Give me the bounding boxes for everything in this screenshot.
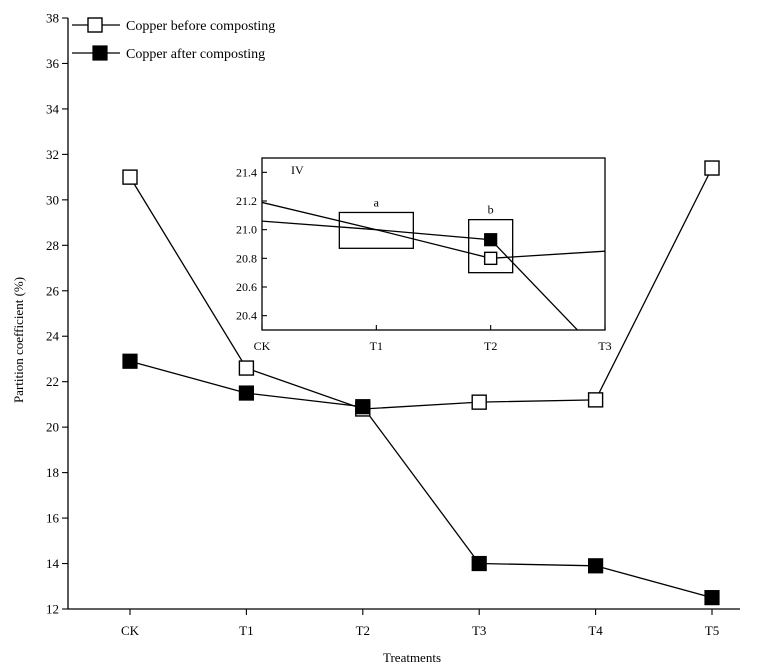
legend: Copper before composting Copper after co… <box>72 17 275 62</box>
main-axes: 12 14 16 18 20 22 24 26 28 30 32 34 36 38 CK T1 T2 T3 T4 T5 <box>46 11 740 638</box>
y-tick-label: 26 <box>46 283 60 298</box>
inset-marker-before-T2 <box>483 251 498 266</box>
inset-y-tick-label: 21.4 <box>236 165 257 179</box>
marker-after-T5 <box>704 590 720 606</box>
y-tick-label: 28 <box>46 238 59 253</box>
y-tick-label: 12 <box>46 602 59 617</box>
inset-annotation-label-a: a <box>374 195 380 209</box>
marker-before-CK <box>122 169 138 185</box>
y-tick-label: 36 <box>46 56 60 71</box>
legend-label-after: Copper after composting <box>126 47 265 62</box>
inset-series <box>262 201 605 330</box>
marker-after-CK <box>122 353 138 369</box>
y-tick-label: 22 <box>46 374 59 389</box>
x-axis-title: Treatments <box>383 650 441 665</box>
marker-before-T3 <box>471 394 487 410</box>
x-tick-label: CK <box>121 623 140 638</box>
inset-annotation-box-a <box>338 211 414 249</box>
x-tick-label: T5 <box>705 623 719 638</box>
y-tick-label: 30 <box>46 192 59 207</box>
inset-y-tick-label: 20.8 <box>236 251 257 265</box>
inset-panel-label: IV <box>291 163 304 177</box>
x-tick-label: T4 <box>588 623 603 638</box>
inset-y-tick-label: 20.4 <box>236 309 257 323</box>
inset-axes: 20.4 20.6 20.8 21.0 21.2 21.4 CK T1 T2 T3 <box>236 165 612 353</box>
marker-after-T3 <box>471 555 487 572</box>
inset-y-tick-label: 21.0 <box>236 223 257 237</box>
inset-x-tick-label: T2 <box>484 339 497 353</box>
inset-annotation-box-b <box>468 218 514 274</box>
series-line-before <box>129 167 713 410</box>
legend-marker-after <box>92 45 108 61</box>
y-tick-label: 20 <box>46 420 59 435</box>
inset-annotations: ab <box>338 195 514 274</box>
y-tick-label: 14 <box>46 556 60 571</box>
y-tick-label: 32 <box>46 147 59 162</box>
y-tick-label: 24 <box>46 329 60 344</box>
inset-series-line-after <box>262 201 579 330</box>
inset-x-tick-label: CK <box>254 339 271 353</box>
y-tick-label: 34 <box>46 101 60 116</box>
marker-before-T5 <box>704 160 720 176</box>
y-axis-title: Partition coefficient (%) <box>11 277 26 403</box>
inset-y-tick-label: 21.2 <box>236 194 257 208</box>
main-series <box>122 160 720 606</box>
y-tick-label: 18 <box>46 465 59 480</box>
marker-before-T4 <box>587 392 604 408</box>
y-tick-label: 38 <box>46 11 59 26</box>
x-tick-label: T2 <box>356 623 370 638</box>
x-tick-label: T1 <box>239 623 253 638</box>
y-tick-label: 16 <box>46 511 60 526</box>
series-line-after <box>129 360 713 599</box>
inset-marker-after-T2 <box>484 233 498 247</box>
marker-before-T1 <box>238 360 255 376</box>
legend-label-before: Copper before composting <box>126 19 275 34</box>
inset-chart: IV 20.420.620.821.021.221.4CK T1 T2 T3 ab <box>236 157 612 353</box>
inset-x-tick-label: T1 <box>370 339 383 353</box>
inset-annotation-label-b: b <box>488 203 494 217</box>
marker-after-T2 <box>355 399 371 415</box>
inset-series-line-before <box>262 220 605 259</box>
legend-marker-before <box>87 17 103 33</box>
marker-after-T4 <box>587 558 604 574</box>
inset-x-tick-label: T3 <box>598 339 611 353</box>
x-tick-label: T3 <box>472 623 486 638</box>
inset-y-tick-label: 20.6 <box>236 280 257 294</box>
marker-after-T1 <box>238 385 254 401</box>
